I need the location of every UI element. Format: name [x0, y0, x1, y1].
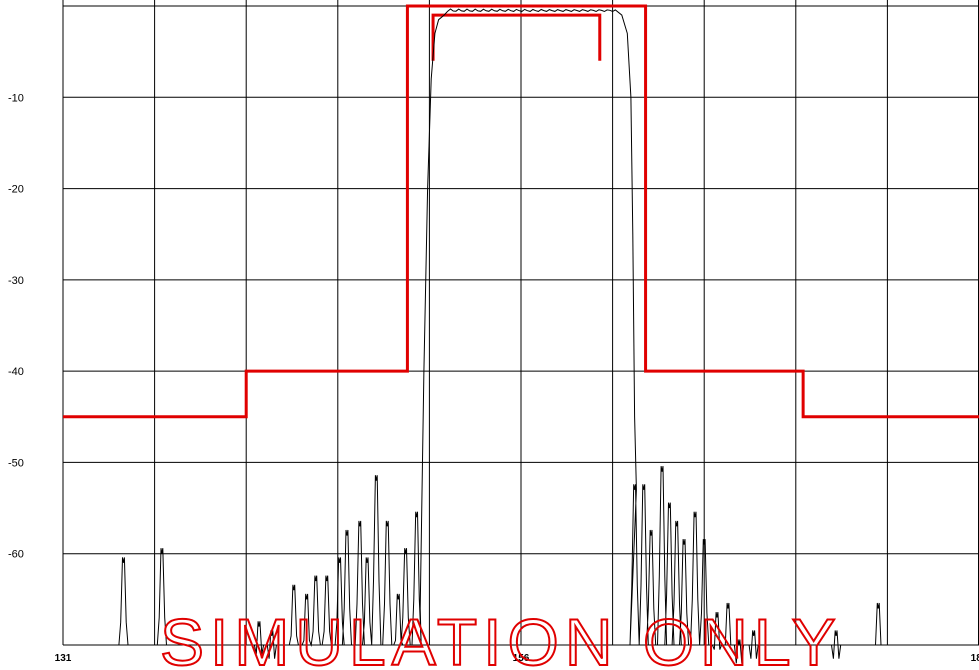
- response-line: [118, 8, 883, 664]
- y-tick-label: -50: [8, 457, 24, 469]
- mask-line: [63, 4, 979, 419]
- x-tick-label: 131: [55, 653, 72, 664]
- x-tick-labels: 131 156 181: [55, 653, 979, 664]
- mask-inner-line: [431, 13, 602, 61]
- x-tick-label: 181: [971, 653, 979, 664]
- y-tick-label: -40: [8, 366, 24, 378]
- y-tick-label: -10: [8, 92, 24, 104]
- watermark: SIMULATION ONLY: [160, 605, 842, 670]
- y-tick-label: -60: [8, 549, 24, 561]
- y-tick-label: -20: [8, 184, 24, 196]
- x-tick-label: 156: [513, 653, 530, 664]
- y-tick-labels: -10 -20 -30 -40 -50 -60: [8, 92, 24, 560]
- y-tick-label: -30: [8, 275, 24, 287]
- plot-area: [63, 4, 979, 664]
- grid: [62, 0, 979, 646]
